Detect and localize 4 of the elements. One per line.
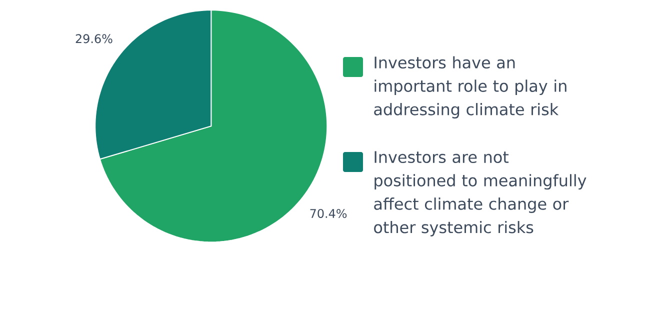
legend-label: Investors are not positioned to meaningfully affect climate change or other systemic risks	[374, 151, 586, 236]
legend-label: Investors have an important role to play in addressing climate risk	[374, 56, 566, 118]
data-label: 70.4%	[310, 208, 347, 218]
data-label: 29.6%	[76, 34, 112, 44]
